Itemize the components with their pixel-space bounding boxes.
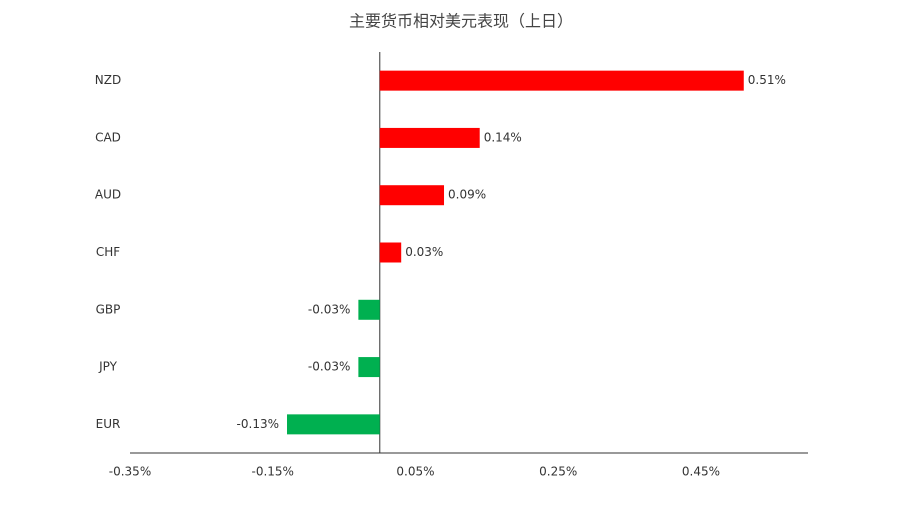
x-tick-label: -0.35% [109,465,151,479]
x-tick-label: 0.05% [396,465,434,479]
data-label: 0.03% [405,245,443,259]
bar [358,299,380,320]
bar [379,185,445,206]
y-tick-label: AUD [95,188,121,202]
bar [379,242,402,263]
bar [379,70,744,91]
data-label: -0.03% [308,302,350,316]
bar [358,357,380,378]
data-label: 0.51% [748,73,786,87]
y-tick-label: CAD [95,130,121,144]
data-label: -0.13% [237,417,279,431]
chart-title: 主要货币相对美元表现（上日） [349,12,573,31]
bar [287,414,380,435]
data-label: 0.14% [484,130,522,144]
x-tick-label: 0.45% [682,465,720,479]
y-tick-label: CHF [96,245,120,259]
y-tick-label: GBP [96,302,121,316]
x-tick-label: 0.25% [539,465,577,479]
data-label: 0.09% [448,188,486,202]
y-tick-label: NZD [95,73,121,87]
y-tick-label: EUR [96,417,121,431]
data-label: -0.03% [308,360,350,374]
bar [379,127,480,148]
x-tick-label: -0.15% [252,465,294,479]
y-tick-label: JPY [98,360,118,374]
